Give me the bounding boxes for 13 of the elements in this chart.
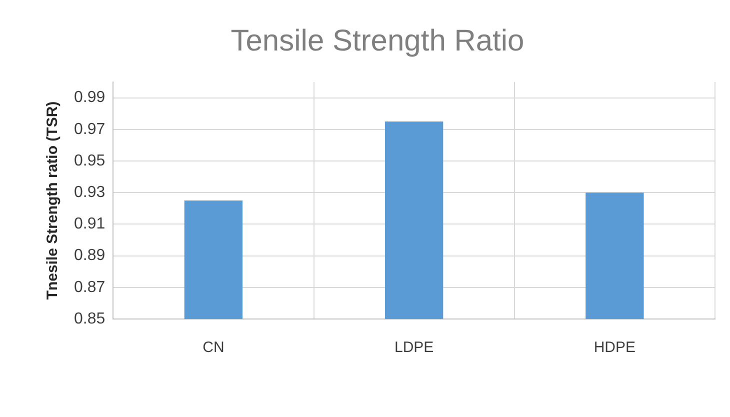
y-tick-label: 0.99: [74, 89, 106, 106]
y-tick-label: 0.91: [74, 216, 106, 233]
x-tick-label: HDPE: [594, 339, 636, 356]
chart-title: Tensile Strength Ratio: [230, 24, 524, 58]
x-tick-label: LDPE: [394, 339, 434, 356]
y-tick-label: 0.89: [74, 247, 106, 264]
x-tick-label: CN: [202, 339, 224, 356]
y-tick-label: 0.97: [74, 120, 106, 138]
y-tick-label: 0.87: [74, 278, 106, 296]
y-tick-label: 0.95: [74, 152, 106, 170]
y-tick-label: 0.93: [74, 184, 106, 202]
y-axis-title: Tnesile Strength ratio (TSR): [44, 101, 62, 300]
y-tick-label: 0.85: [74, 310, 106, 328]
